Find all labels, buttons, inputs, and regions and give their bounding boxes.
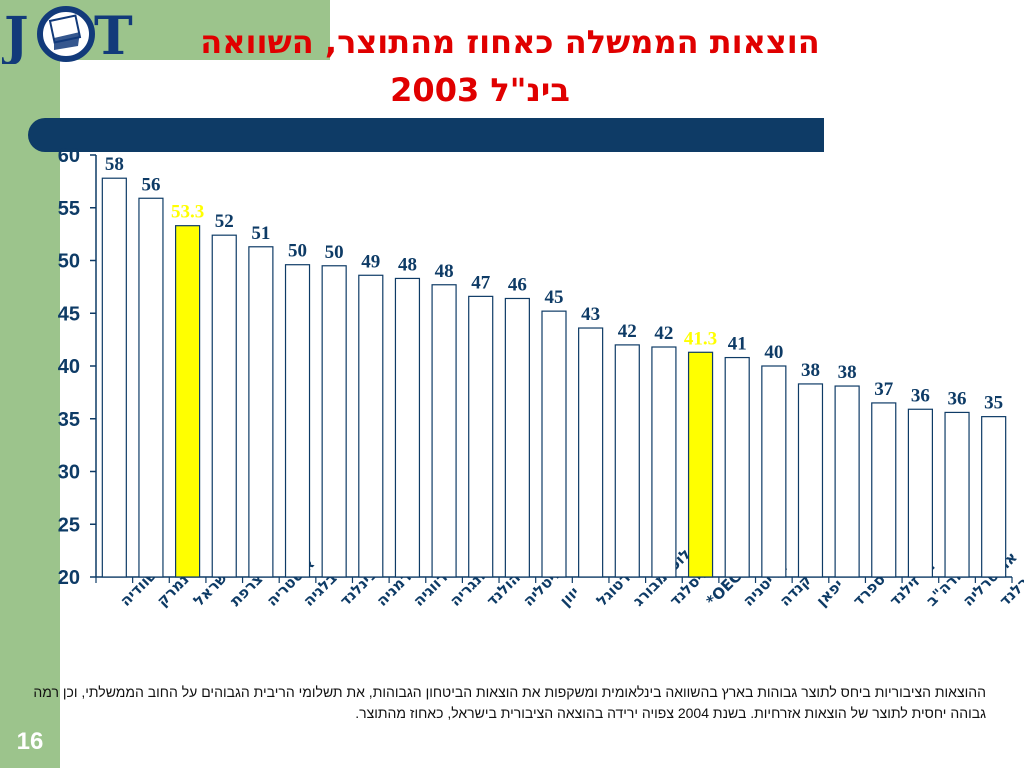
bar: [834, 385, 860, 578]
bar: [871, 402, 897, 578]
bar-value-label: 43: [581, 304, 600, 325]
y-tick-label: 45: [58, 303, 80, 325]
bar-value-label: 36: [911, 385, 930, 406]
bar: [651, 346, 677, 578]
category-label: יוון: [556, 583, 583, 610]
title-line-1: הוצאות הממשלה כאחוז מהתוצר, השוואה: [200, 23, 820, 61]
bar-value-label: 37: [874, 379, 894, 400]
svg-text:J: J: [2, 6, 29, 64]
bar: [284, 264, 311, 578]
y-tick-label: 25: [58, 514, 80, 536]
bar: [248, 246, 274, 578]
bar: [981, 416, 1007, 578]
bar: [358, 274, 384, 578]
bar: [907, 408, 934, 578]
bar: [614, 344, 640, 578]
bar-value-label: 41.3: [684, 328, 717, 349]
bar-value-label: 56: [141, 174, 160, 195]
bar-value-label: 48: [398, 254, 417, 275]
bar-value-label: 50: [288, 241, 307, 262]
bar-value-label: 52: [215, 211, 234, 232]
bar: [101, 177, 127, 578]
y-tick-label: 50: [58, 251, 80, 273]
y-tick-label: 20: [58, 567, 80, 589]
bar: [394, 277, 421, 578]
bar: [504, 297, 530, 578]
svg-text:T: T: [94, 6, 133, 64]
bar-value-label: 46: [508, 274, 527, 295]
bar: [541, 310, 567, 578]
bar: [944, 411, 970, 578]
bar-value-label: 47: [471, 272, 491, 293]
bar-value-label: 51: [251, 223, 270, 244]
bar-value-label: 36: [948, 388, 967, 409]
title-underline-band: [28, 118, 824, 152]
bar: [797, 383, 824, 578]
bar: [175, 225, 201, 578]
bar-value-label: 35: [984, 393, 1003, 414]
bar-value-label: 49: [361, 251, 380, 272]
bar-value-label: 40: [764, 342, 783, 363]
bar: [761, 365, 787, 578]
bar-value-label: 50: [325, 242, 344, 263]
y-tick-label: 40: [58, 356, 80, 378]
y-tick-label: 30: [58, 462, 80, 484]
slide-title: הוצאות הממשלה כאחוז מהתוצר, השוואה בינ"ל…: [60, 18, 960, 114]
bar: [321, 265, 347, 578]
bar-value-label: 41: [728, 334, 747, 355]
title-line-2: בינ"ל 2003: [390, 71, 570, 109]
bar-value-label: 38: [838, 362, 857, 383]
y-tick-label: 35: [58, 409, 80, 431]
bar-value-label: 42: [618, 321, 637, 342]
bar-value-label: 38: [801, 360, 820, 381]
bar: [468, 295, 494, 578]
bar: [724, 356, 750, 578]
jct-logo: J T: [2, 6, 133, 64]
bar: [687, 351, 714, 578]
slide-number: 16: [16, 728, 44, 755]
bar-value-label: 42: [654, 323, 673, 344]
bar: [578, 327, 604, 578]
bar-value-label: 45: [545, 287, 564, 308]
bar: [211, 234, 237, 578]
bar-value-label: 48: [435, 261, 454, 282]
bar: [431, 284, 457, 578]
y-tick-label: 55: [58, 198, 80, 220]
bar-value-label: 53.3: [171, 202, 204, 223]
footnote-text: ההוצאות הציבוריות ביחס לתוצר גבוהות בארץ…: [33, 684, 986, 721]
bar: [138, 197, 164, 578]
y-tick-label: 60: [58, 145, 80, 167]
category-label: יפאן: [813, 576, 847, 610]
bar-value-label: 58: [105, 154, 124, 175]
